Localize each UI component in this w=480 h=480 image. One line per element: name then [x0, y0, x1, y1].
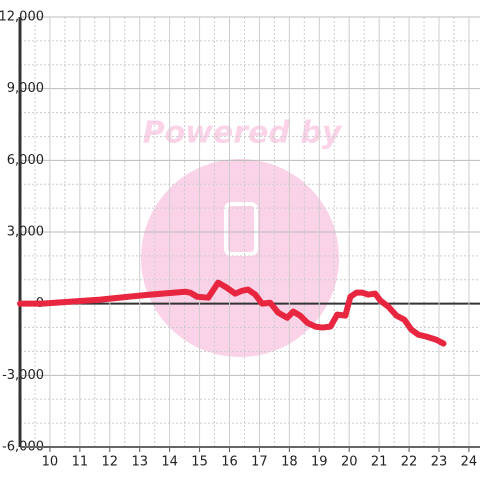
x-tick-label: 13 [131, 455, 148, 470]
x-tick-label: 16 [221, 455, 238, 470]
x-tick-label: 18 [281, 455, 298, 470]
y-tick-label: 12,000 [0, 10, 44, 25]
x-tick-label: 15 [191, 455, 208, 470]
x-tick-label: 19 [311, 455, 328, 470]
y-tick-label: 3,000 [7, 225, 44, 240]
watermark-text: Powered by [143, 116, 343, 151]
x-tick-label: 12 [102, 455, 119, 470]
x-tick-label: 14 [161, 455, 178, 470]
watermark: Powered by [141, 116, 343, 357]
y-tick-label: -3,000 [2, 368, 44, 383]
x-tick-label: 24 [461, 455, 478, 470]
x-tick-label: 23 [431, 455, 448, 470]
x-tick-label: 22 [401, 455, 418, 470]
x-tick-label: 20 [341, 455, 358, 470]
watermark-icon [224, 202, 258, 256]
x-tick-label: 10 [42, 455, 59, 470]
y-tick-label: 6,000 [7, 153, 44, 168]
x-tick-label: 11 [72, 455, 89, 470]
x-tick-label: 17 [251, 455, 268, 470]
line [17, 279, 447, 347]
y-tick-label: 9,000 [7, 81, 44, 96]
x-tick-label: 21 [371, 455, 388, 470]
